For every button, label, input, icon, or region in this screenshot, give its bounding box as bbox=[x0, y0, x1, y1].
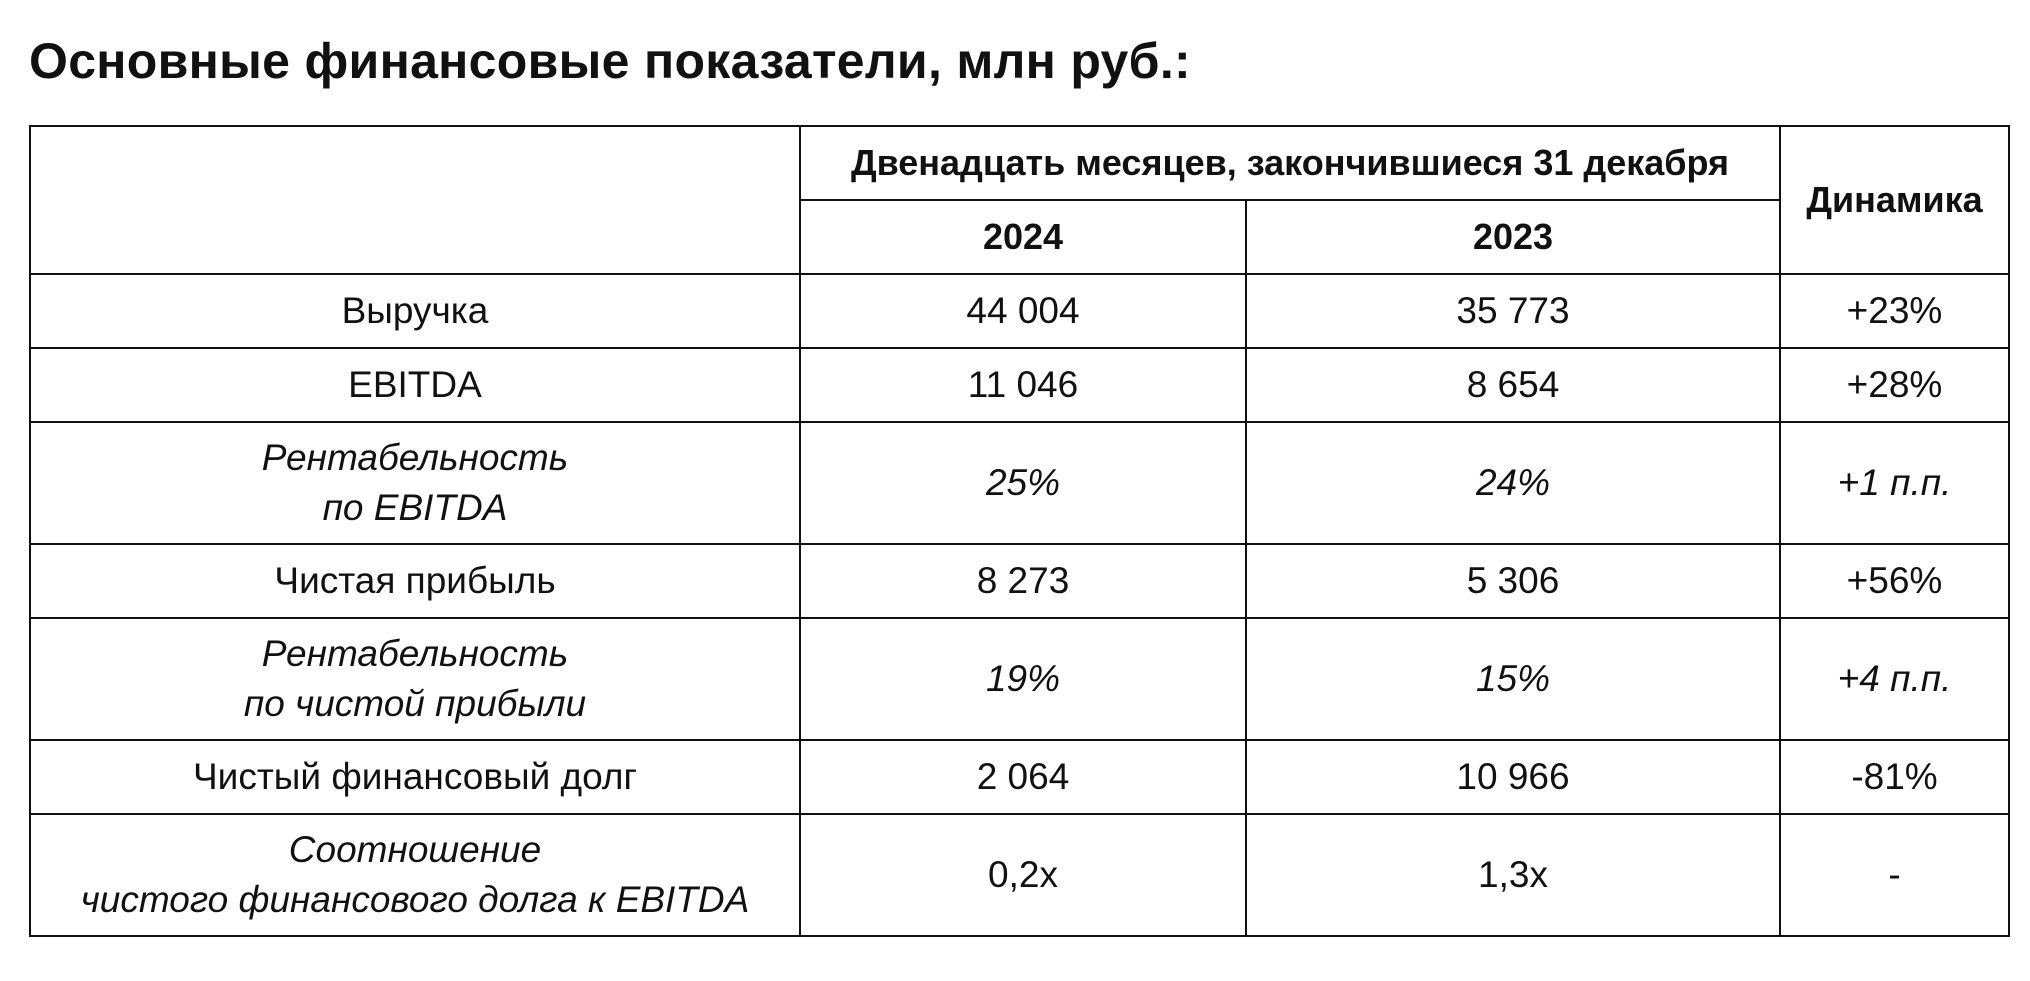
header-period: Двенадцать месяцев, закончившиеся 31 дек… bbox=[798, 125, 1782, 201]
table-row: Чистый финансовый долг 2 064 10 966 -81% bbox=[29, 739, 2011, 815]
value-dynamics: +4 п.п. bbox=[1779, 617, 2011, 741]
row-label: Чистая прибыль bbox=[29, 543, 801, 619]
page-title: Основные финансовые показатели, млн руб.… bbox=[29, 33, 1191, 89]
table-row: Чистая прибыль 8 273 5 306 +56% bbox=[29, 543, 2011, 619]
table-row: Выручка 44 004 35 773 +23% bbox=[29, 273, 2011, 349]
header-year-2024: 2024 bbox=[799, 199, 1247, 275]
row-label-line: Соотношение bbox=[288, 829, 542, 870]
value-2024: 2 064 bbox=[799, 739, 1247, 815]
value-dynamics: +23% bbox=[1779, 273, 2011, 349]
value-2024: 0,2x bbox=[799, 813, 1247, 937]
table-row: Рентабельность по чистой прибыли 19% 15%… bbox=[29, 617, 2011, 741]
value-dynamics: +1 п.п. bbox=[1779, 421, 2011, 545]
table-row: Соотношение чистого финансового долга к … bbox=[29, 813, 2011, 937]
row-label: Рентабельность по чистой прибыли bbox=[29, 617, 801, 741]
value-2023: 10 966 bbox=[1244, 739, 1782, 815]
value-2023: 24% bbox=[1244, 421, 1782, 545]
value-2023: 1,3x bbox=[1244, 813, 1782, 937]
row-label-line: по чистой прибыли bbox=[243, 683, 587, 724]
value-2024: 19% bbox=[799, 617, 1247, 741]
value-2023: 35 773 bbox=[1244, 273, 1782, 349]
value-2024: 8 273 bbox=[799, 543, 1247, 619]
row-label: Выручка bbox=[29, 273, 801, 349]
row-label-line: Рентабельность bbox=[261, 633, 569, 674]
value-2023: 15% bbox=[1244, 617, 1782, 741]
header-dynamics: Динамика bbox=[1779, 125, 2011, 275]
row-label-line: Рентабельность bbox=[261, 437, 569, 478]
value-dynamics: +56% bbox=[1779, 543, 2011, 619]
value-2024: 25% bbox=[799, 421, 1247, 545]
value-dynamics: - bbox=[1779, 813, 2011, 937]
value-2024: 44 004 bbox=[799, 273, 1247, 349]
table-row: EBITDA 11 046 8 654 +28% bbox=[29, 347, 2011, 423]
value-2024: 11 046 bbox=[799, 347, 1247, 423]
value-2023: 8 654 bbox=[1244, 347, 1782, 423]
table-header-row: Двенадцать месяцев, закончившиеся 31 дек… bbox=[29, 125, 2011, 275]
row-label: EBITDA bbox=[29, 347, 801, 423]
value-dynamics: -81% bbox=[1779, 739, 2011, 815]
table-header-years-row: 2024 2023 bbox=[30, 199, 2009, 275]
value-2023: 5 306 bbox=[1244, 543, 1782, 619]
value-dynamics: +28% bbox=[1779, 347, 2011, 423]
header-year-2023: 2023 bbox=[1244, 199, 1782, 275]
row-label: Соотношение чистого финансового долга к … bbox=[29, 813, 801, 937]
row-label-line: чистого финансового долга к EBITDA bbox=[80, 879, 750, 920]
row-label-line: по EBITDA bbox=[322, 487, 508, 528]
row-label: Чистый финансовый долг bbox=[29, 739, 801, 815]
table-row: Рентабельность по EBITDA 25% 24% +1 п.п. bbox=[29, 421, 2011, 545]
row-label: Рентабельность по EBITDA bbox=[29, 421, 801, 545]
header-empty-cell bbox=[29, 125, 801, 275]
financial-indicators-table: Двенадцать месяцев, закончившиеся 31 дек… bbox=[29, 125, 2011, 937]
